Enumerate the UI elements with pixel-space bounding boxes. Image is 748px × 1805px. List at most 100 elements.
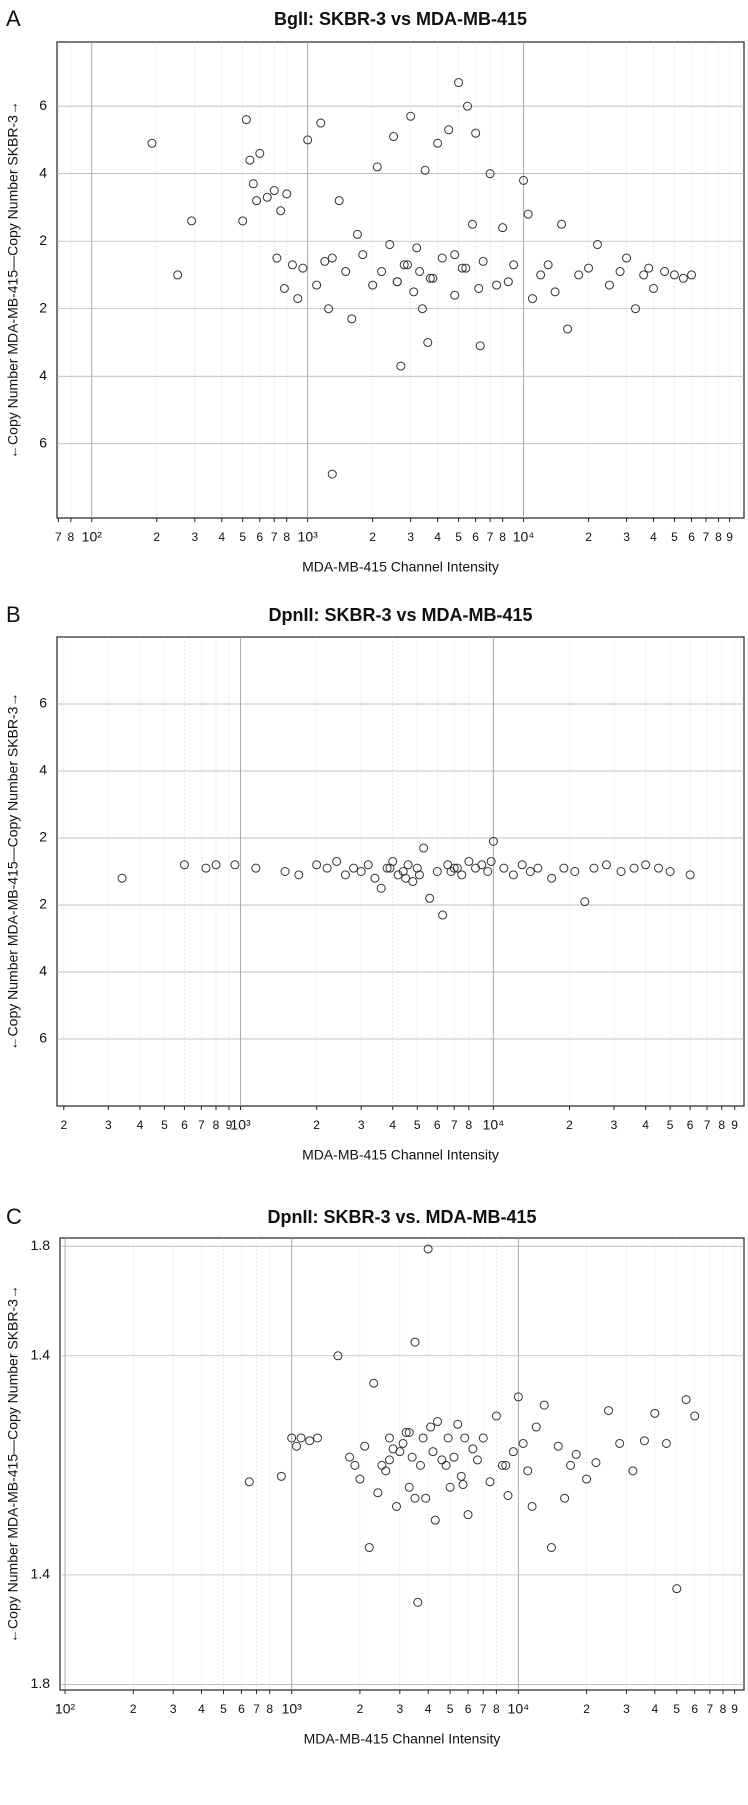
x-tick-label: 5 <box>673 1702 680 1716</box>
y-tick-label: 1.4 <box>31 1346 51 1362</box>
data-point <box>560 1493 570 1503</box>
data-point <box>531 1422 541 1432</box>
data-point <box>547 873 557 883</box>
x-tick-label: 4 <box>650 530 657 544</box>
data-point <box>404 1427 414 1437</box>
data-point <box>509 260 519 270</box>
data-point <box>582 1474 592 1484</box>
data-point <box>571 1449 581 1459</box>
data-point <box>147 138 157 148</box>
data-point <box>418 1433 428 1443</box>
data-point <box>430 1515 440 1525</box>
x-tick-label: 5 <box>455 530 462 544</box>
data-point <box>251 863 261 873</box>
y-tick-label: 4 <box>39 963 47 979</box>
data-point <box>370 873 380 883</box>
x-tick-label: 10³ <box>230 1117 251 1133</box>
data-point <box>410 1337 420 1347</box>
data-point <box>412 243 422 253</box>
data-point <box>660 267 670 277</box>
data-point <box>616 867 626 876</box>
x-tick-label: 3 <box>623 530 630 544</box>
y-tick-label: 4 <box>39 367 47 383</box>
data-point <box>449 863 459 873</box>
data-point <box>377 267 387 277</box>
y-axis-label: ←Copy Number MDA-MB-415—Copy Number SKBR… <box>5 1285 21 1643</box>
data-point <box>629 863 639 873</box>
x-tick-label: 8 <box>466 1118 473 1132</box>
data-point <box>385 240 395 250</box>
x-tick-label: 2 <box>357 1702 364 1716</box>
data-point <box>498 223 508 233</box>
x-tick-label: 7 <box>271 530 278 544</box>
data-point <box>539 1400 549 1410</box>
data-point <box>401 873 411 883</box>
x-tick-label: 6 <box>434 1118 441 1132</box>
data-point <box>350 1460 360 1470</box>
data-point <box>294 870 304 880</box>
x-tick-label: 8 <box>213 1118 220 1132</box>
x-tick-label: 10⁴ <box>508 1701 530 1717</box>
x-tick-label: 7 <box>198 1118 205 1132</box>
x-tick-label: 7 <box>480 1702 487 1716</box>
data-point <box>327 469 337 479</box>
data-point <box>445 1482 455 1492</box>
data-point <box>407 1452 417 1462</box>
data-point <box>345 1452 355 1462</box>
data-point <box>654 863 664 873</box>
data-point <box>287 1433 297 1443</box>
x-tick-label: 6 <box>181 1118 188 1132</box>
data-point <box>426 1422 436 1432</box>
x-tick-label: 6 <box>687 1118 694 1132</box>
data-point <box>333 1351 343 1361</box>
x-tick-label: 8 <box>499 530 506 544</box>
x-tick-label: 3 <box>191 530 198 544</box>
x-tick-label: 3 <box>396 1702 403 1716</box>
data-point <box>392 277 402 287</box>
data-point <box>519 175 529 185</box>
data-point <box>230 860 240 870</box>
x-tick-label: 8 <box>68 530 75 544</box>
data-point <box>450 290 460 300</box>
data-point <box>404 1482 414 1492</box>
data-point <box>423 337 433 347</box>
x-tick-label: 6 <box>238 1702 245 1716</box>
x-tick-label: 5 <box>671 530 678 544</box>
data-point <box>475 341 485 351</box>
data-point <box>324 304 334 314</box>
data-point <box>574 270 584 280</box>
data-point <box>399 260 409 270</box>
data-point <box>508 870 518 880</box>
data-point <box>248 179 258 189</box>
data-point <box>454 78 464 88</box>
data-point <box>187 216 197 226</box>
x-tick-label: 4 <box>651 1702 658 1716</box>
y-tick-label: 6 <box>39 434 47 450</box>
data-point <box>639 1436 649 1446</box>
x-tick-label: 3 <box>358 1118 365 1132</box>
data-point <box>687 270 697 280</box>
x-tick-label: 5 <box>220 1702 227 1716</box>
data-point <box>672 1584 682 1594</box>
data-point <box>503 1491 513 1501</box>
data-point <box>650 1408 660 1418</box>
data-point <box>425 893 435 903</box>
data-point <box>320 256 330 266</box>
data-point <box>117 873 127 883</box>
data-point <box>402 260 412 270</box>
data-point <box>368 280 378 290</box>
data-point <box>681 1395 691 1405</box>
data-point <box>543 260 553 270</box>
data-point <box>463 1510 473 1520</box>
data-point <box>591 1458 601 1468</box>
y-axis-label: ←Copy Number MDA-MB-415—Copy Number SKBR… <box>5 101 21 459</box>
x-tick-label: 8 <box>266 1702 273 1716</box>
data-point <box>211 860 221 870</box>
data-point <box>179 860 189 870</box>
data-point <box>255 148 265 158</box>
data-point <box>245 155 255 165</box>
data-point <box>523 1466 533 1476</box>
x-tick-label: 5 <box>161 1118 168 1132</box>
y-tick-label: 1.8 <box>31 1237 51 1253</box>
